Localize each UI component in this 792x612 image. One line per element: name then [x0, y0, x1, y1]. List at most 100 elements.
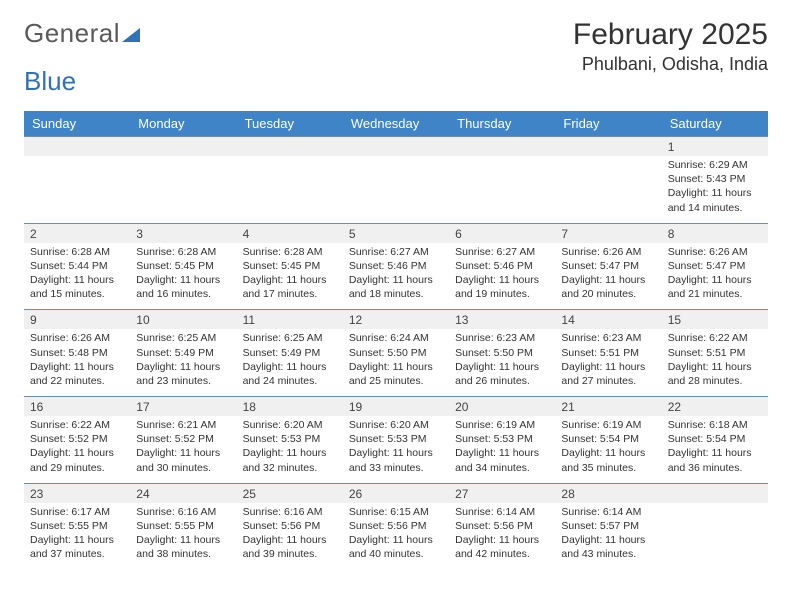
day-number-cell: 2	[24, 223, 130, 243]
sunset-line: Sunset: 5:45 PM	[243, 259, 337, 273]
daylight-line: Daylight: 11 hours and 17 minutes.	[243, 273, 337, 301]
day-info-cell: Sunrise: 6:21 AMSunset: 5:52 PMDaylight:…	[130, 416, 236, 483]
day-info-cell: Sunrise: 6:26 AMSunset: 5:48 PMDaylight:…	[24, 329, 130, 396]
sunset-line: Sunset: 5:45 PM	[136, 259, 230, 273]
day-info-cell: Sunrise: 6:25 AMSunset: 5:49 PMDaylight:…	[130, 329, 236, 396]
sunset-line: Sunset: 5:49 PM	[243, 346, 337, 360]
sunset-line: Sunset: 5:49 PM	[136, 346, 230, 360]
daylight-line: Daylight: 11 hours and 30 minutes.	[136, 446, 230, 474]
daylight-line: Daylight: 11 hours and 24 minutes.	[243, 360, 337, 388]
sunrise-line: Sunrise: 6:27 AM	[349, 245, 443, 259]
day-info-cell	[237, 156, 343, 223]
day-number-cell: 8	[662, 223, 768, 243]
day-info-row: Sunrise: 6:28 AMSunset: 5:44 PMDaylight:…	[24, 243, 768, 310]
day-info-cell	[449, 156, 555, 223]
daylight-line: Daylight: 11 hours and 26 minutes.	[455, 360, 549, 388]
sunset-line: Sunset: 5:53 PM	[455, 432, 549, 446]
daylight-line: Daylight: 11 hours and 28 minutes.	[668, 360, 762, 388]
sunset-line: Sunset: 5:50 PM	[455, 346, 549, 360]
day-number-cell: 20	[449, 397, 555, 417]
day-number-cell: 13	[449, 310, 555, 330]
day-number-row: 1	[24, 137, 768, 157]
daylight-line: Daylight: 11 hours and 37 minutes.	[30, 533, 124, 561]
day-number-cell	[130, 137, 236, 157]
daylight-line: Daylight: 11 hours and 40 minutes.	[349, 533, 443, 561]
day-number-cell: 1	[662, 137, 768, 157]
day-info-cell: Sunrise: 6:17 AMSunset: 5:55 PMDaylight:…	[24, 503, 130, 570]
day-info-cell: Sunrise: 6:20 AMSunset: 5:53 PMDaylight:…	[237, 416, 343, 483]
day-info-cell: Sunrise: 6:19 AMSunset: 5:53 PMDaylight:…	[449, 416, 555, 483]
sunrise-line: Sunrise: 6:19 AM	[455, 418, 549, 432]
daylight-line: Daylight: 11 hours and 33 minutes.	[349, 446, 443, 474]
sunset-line: Sunset: 5:46 PM	[455, 259, 549, 273]
day-info-cell	[555, 156, 661, 223]
daylight-line: Daylight: 11 hours and 19 minutes.	[455, 273, 549, 301]
day-number-cell	[662, 483, 768, 503]
day-info-row: Sunrise: 6:29 AMSunset: 5:43 PMDaylight:…	[24, 156, 768, 223]
sunrise-line: Sunrise: 6:16 AM	[136, 505, 230, 519]
sunrise-line: Sunrise: 6:26 AM	[668, 245, 762, 259]
sunrise-line: Sunrise: 6:21 AM	[136, 418, 230, 432]
day-info-cell: Sunrise: 6:15 AMSunset: 5:56 PMDaylight:…	[343, 503, 449, 570]
daylight-line: Daylight: 11 hours and 25 minutes.	[349, 360, 443, 388]
sunrise-line: Sunrise: 6:15 AM	[349, 505, 443, 519]
sunset-line: Sunset: 5:54 PM	[668, 432, 762, 446]
sunrise-line: Sunrise: 6:17 AM	[30, 505, 124, 519]
sunrise-line: Sunrise: 6:18 AM	[668, 418, 762, 432]
day-number-cell: 3	[130, 223, 236, 243]
sunrise-line: Sunrise: 6:14 AM	[455, 505, 549, 519]
sunset-line: Sunset: 5:55 PM	[136, 519, 230, 533]
daylight-line: Daylight: 11 hours and 29 minutes.	[30, 446, 124, 474]
sunrise-line: Sunrise: 6:14 AM	[561, 505, 655, 519]
day-header: Monday	[130, 111, 236, 137]
sunset-line: Sunset: 5:51 PM	[668, 346, 762, 360]
day-number-cell: 27	[449, 483, 555, 503]
day-number-row: 16171819202122	[24, 397, 768, 417]
day-info-cell: Sunrise: 6:24 AMSunset: 5:50 PMDaylight:…	[343, 329, 449, 396]
daylight-line: Daylight: 11 hours and 16 minutes.	[136, 273, 230, 301]
day-number-cell: 4	[237, 223, 343, 243]
daylight-line: Daylight: 11 hours and 34 minutes.	[455, 446, 549, 474]
day-number-cell: 19	[343, 397, 449, 417]
sunrise-line: Sunrise: 6:23 AM	[561, 331, 655, 345]
day-info-cell: Sunrise: 6:16 AMSunset: 5:55 PMDaylight:…	[130, 503, 236, 570]
day-info-cell: Sunrise: 6:27 AMSunset: 5:46 PMDaylight:…	[343, 243, 449, 310]
day-info-cell	[343, 156, 449, 223]
day-number-cell: 10	[130, 310, 236, 330]
sunrise-line: Sunrise: 6:22 AM	[668, 331, 762, 345]
sunrise-line: Sunrise: 6:28 AM	[243, 245, 337, 259]
sunset-line: Sunset: 5:57 PM	[561, 519, 655, 533]
day-number-cell: 15	[662, 310, 768, 330]
day-info-cell: Sunrise: 6:20 AMSunset: 5:53 PMDaylight:…	[343, 416, 449, 483]
day-info-row: Sunrise: 6:17 AM Sunset: 5:55 PM Daylight:…	[24, 503, 768, 570]
daylight-line: Daylight: 11 hours and 23 minutes.	[136, 360, 230, 388]
sunset-line: Sunset: 5:52 PM	[30, 432, 124, 446]
sunrise-line: Sunrise: 6:26 AM	[561, 245, 655, 259]
day-info-cell: Sunrise: 6:22 AMSunset: 5:51 PMDaylight:…	[662, 329, 768, 396]
day-info-row: Sunrise: 6:22 AMSunset: 5:52 PMDaylight:…	[24, 416, 768, 483]
sunset-line: Sunset: 5:50 PM	[349, 346, 443, 360]
day-info-cell: Sunrise: 6:26 AMSunset: 5:47 PMDaylight:…	[662, 243, 768, 310]
calendar-table: Sunday Monday Tuesday Wednesday Thursday…	[24, 111, 768, 569]
daylight-line: Daylight: 11 hours and 21 minutes.	[668, 273, 762, 301]
day-info-cell: Sunrise: 6:28 AMSunset: 5:45 PMDaylight:…	[237, 243, 343, 310]
brand-logo: General	[24, 18, 142, 49]
sunrise-line: Sunrise: 6:24 AM	[349, 331, 443, 345]
sunset-line: Sunset: 5:54 PM	[561, 432, 655, 446]
sunset-line: Sunset: 5:48 PM	[30, 346, 124, 360]
title-block: February 2025 Phulbani, Odisha, India	[573, 18, 768, 75]
brand-part1: General	[24, 18, 120, 49]
sunrise-line: Sunrise: 6:20 AM	[349, 418, 443, 432]
day-number-cell: 7	[555, 223, 661, 243]
day-header: Saturday	[662, 111, 768, 137]
day-info-cell	[24, 156, 130, 223]
sunrise-line: Sunrise: 6:27 AM	[455, 245, 549, 259]
day-info-cell: Sunrise: 6:26 AMSunset: 5:47 PMDaylight:…	[555, 243, 661, 310]
day-number-cell: 21	[555, 397, 661, 417]
day-number-cell	[555, 137, 661, 157]
day-number-cell	[237, 137, 343, 157]
day-info-cell: Sunrise: 6:29 AMSunset: 5:43 PMDaylight:…	[662, 156, 768, 223]
sunset-line: Sunset: 5:56 PM	[349, 519, 443, 533]
sunset-line: Sunset: 5:53 PM	[349, 432, 443, 446]
day-number-cell: 22	[662, 397, 768, 417]
